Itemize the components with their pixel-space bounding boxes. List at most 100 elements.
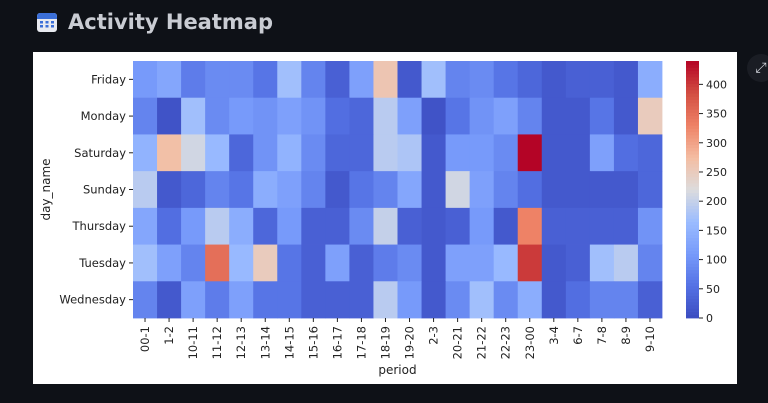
colorbar-segment [686, 289, 699, 293]
heatmap-cell [397, 171, 422, 209]
colorbar-segment [686, 70, 699, 75]
colorbar-tick-label: 400 [706, 78, 727, 91]
heatmap-cell [349, 97, 374, 135]
heatmap-cell [205, 244, 230, 282]
heatmap-cell [325, 207, 350, 245]
colorbar-segment [686, 118, 699, 123]
colorbar-segment [686, 122, 699, 126]
heatmap-cell [229, 207, 254, 245]
heatmap-cell [349, 61, 374, 99]
heatmap-cell [325, 134, 350, 172]
heatmap-cell [445, 97, 471, 135]
x-tick-label: 3-4 [547, 326, 561, 345]
colorbar-segment [686, 292, 699, 296]
x-tick-label: 22-23 [499, 326, 513, 359]
page-header: Activity Heatmap [36, 6, 273, 38]
colorbar-tick-label: 200 [706, 195, 727, 208]
x-tick-label: 9-10 [643, 326, 657, 352]
colorbar-segment [686, 240, 699, 245]
heatmap-cell [205, 207, 230, 245]
heatmap-cell [157, 207, 182, 245]
heatmap-cell [373, 171, 398, 209]
heatmap-cell [181, 207, 206, 245]
heatmap-cell [181, 61, 206, 99]
colorbar-segment [686, 183, 699, 187]
heatmap-cell [565, 61, 591, 99]
colorbar-segment [686, 211, 699, 216]
x-tick-label: 14-15 [282, 326, 296, 359]
heatmap-cell [541, 171, 567, 209]
colorbar-tick-label: 150 [706, 224, 727, 237]
heatmap-cell [469, 171, 495, 209]
colorbar-segment [686, 260, 699, 264]
heatmap-cell [397, 134, 422, 172]
heatmap-cell [397, 244, 422, 282]
colorbar-segment [686, 266, 699, 271]
colorbar-segment [686, 163, 699, 168]
colorbar-segment [686, 298, 699, 303]
colorbar-segment [686, 102, 699, 107]
colorbar-segment [686, 147, 699, 152]
x-tick-label: 11-12 [210, 326, 224, 359]
heatmap-cell [205, 281, 230, 319]
heatmap-cell [373, 134, 398, 172]
colorbar-segment [686, 115, 699, 120]
colorbar-segment [686, 199, 699, 203]
colorbar-segment [686, 105, 699, 110]
x-tick-label: 19-20 [403, 326, 417, 359]
heatmap-cell [181, 171, 206, 209]
heatmap-cell [613, 134, 639, 172]
colorbar-segment [686, 67, 699, 72]
heatmap-cell [133, 171, 158, 209]
heatmap-cell [157, 244, 182, 282]
heatmap-cell [517, 171, 543, 209]
heatmap-cell [205, 171, 230, 209]
heatmap-cell [373, 244, 398, 282]
heatmap-cell [565, 134, 591, 172]
x-tick-label: 16-17 [330, 326, 344, 359]
heatmap-cell [133, 207, 158, 245]
colorbar-segment [686, 64, 699, 68]
heatmap-cell [133, 244, 158, 282]
fullscreen-button[interactable]: ⤢ [747, 54, 768, 82]
x-tick-label: 17-18 [354, 326, 368, 359]
heatmap-cell [637, 171, 663, 209]
colorbar-segment [686, 138, 699, 142]
colorbar-segment [686, 150, 699, 155]
colorbar-segment [686, 279, 699, 284]
heatmap-cell [277, 61, 302, 99]
heatmap-cell [469, 281, 495, 319]
heatmap-cell [349, 134, 374, 172]
heatmap-cell [445, 171, 471, 209]
colorbar-segment [686, 176, 699, 181]
heatmap-cell [133, 97, 158, 135]
colorbar-tick-label: 250 [706, 166, 727, 179]
colorbar-segment [686, 234, 699, 239]
colorbar-segment [686, 86, 699, 91]
heatmap-cell [301, 207, 326, 245]
heatmap-cell [301, 244, 326, 282]
colorbar-segment [686, 256, 699, 261]
heatmap-cell [469, 97, 495, 135]
colorbar-segment [686, 144, 699, 149]
heatmap-cell [613, 207, 639, 245]
heatmap-cell [157, 171, 182, 209]
heatmap-cell [613, 171, 639, 209]
heatmap-cell [205, 134, 230, 172]
colorbar-segment [686, 128, 699, 133]
x-tick-label: 10-11 [186, 326, 200, 359]
colorbar-segment [686, 173, 699, 178]
y-axis-label: day_name [39, 158, 53, 220]
colorbar-segment [686, 73, 699, 78]
x-tick-label: 21-22 [475, 326, 489, 359]
y-tick-label: Monday [81, 109, 127, 123]
heatmap-cell [517, 97, 543, 135]
colorbar-segment [686, 61, 699, 65]
heatmap-cell [565, 207, 591, 245]
heatmap-cell [157, 61, 182, 99]
colorbar-tick-label: 100 [706, 254, 727, 267]
colorbar-segment [686, 109, 699, 113]
heatmap-cell [301, 281, 326, 319]
colorbar-segment [686, 195, 699, 200]
colorbar-segment [686, 186, 699, 190]
